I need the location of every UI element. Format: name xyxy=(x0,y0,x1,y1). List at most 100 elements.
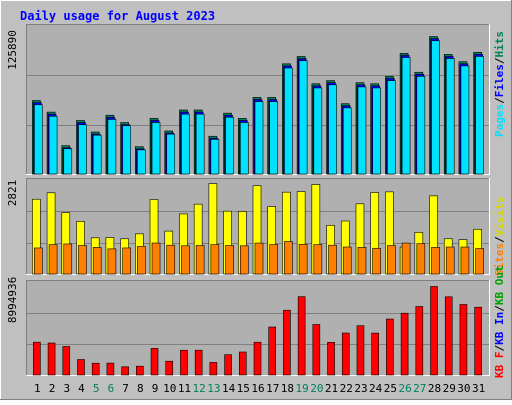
pages-bar-day-12 xyxy=(195,113,205,175)
day-label: 23 xyxy=(354,382,367,395)
top-legend-part-4: Hits xyxy=(493,31,506,58)
day-label: 10 xyxy=(163,382,176,395)
day-label: 31 xyxy=(472,382,485,395)
day-label: 12 xyxy=(193,382,206,395)
day-label: 3 xyxy=(63,382,70,395)
kbf-bar-day-11 xyxy=(180,349,188,376)
day-label: 24 xyxy=(369,382,383,395)
kbf-bar-day-8 xyxy=(136,365,144,376)
kbf-bar-day-13 xyxy=(209,362,218,376)
pages-bar-day-20 xyxy=(313,87,323,175)
sites-bar-day-28 xyxy=(431,247,440,275)
sites-bar-day-20 xyxy=(313,244,323,275)
chart-title: Daily usage for August 2023 xyxy=(20,9,215,23)
top-panel-legend: Pages/Files/Hits xyxy=(493,31,506,137)
day-label: 13 xyxy=(207,382,220,395)
kbf-bar-day-23 xyxy=(356,325,365,376)
top-legend-part-3: / xyxy=(493,57,506,64)
day-label: 19 xyxy=(296,382,309,395)
day-label: 29 xyxy=(443,382,456,395)
kbf-bar-day-9 xyxy=(150,348,159,376)
kbf-bar-day-14 xyxy=(224,354,232,376)
day-label: 4 xyxy=(78,382,85,395)
sites-bar-day-29 xyxy=(445,246,455,275)
pages-bar-day-13 xyxy=(210,139,220,175)
pages-bar-day-14 xyxy=(225,117,234,175)
pages-bar-day-18 xyxy=(284,67,293,175)
pages-bar-day-25 xyxy=(387,80,396,175)
pages-bar-day-31 xyxy=(475,56,484,175)
sites-bar-day-30 xyxy=(460,246,470,275)
kbf-bar-day-29 xyxy=(444,296,453,376)
day-label: 5 xyxy=(93,382,100,395)
kbf-bar-day-24 xyxy=(371,332,379,376)
sites-bar-day-10 xyxy=(166,244,176,275)
pages-bar-day-11 xyxy=(181,113,190,175)
bottom-legend-part-1: / xyxy=(493,345,506,352)
top-panel-bars xyxy=(32,36,484,175)
sites-bar-day-7 xyxy=(122,247,131,275)
kbf-bar-day-2 xyxy=(47,342,56,376)
pages-bar-day-22 xyxy=(342,107,352,175)
kbf-bar-day-1 xyxy=(33,341,41,376)
kbf-bar-day-6 xyxy=(106,362,115,376)
day-label: 21 xyxy=(325,382,338,395)
day-label: 20 xyxy=(310,382,323,395)
sites-bar-day-5 xyxy=(92,247,102,275)
top-legend-part-0: Pages xyxy=(493,104,506,137)
kbf-bar-day-15 xyxy=(238,351,247,376)
day-label: 28 xyxy=(428,382,441,395)
sites-bar-day-13 xyxy=(210,244,220,275)
day-label: 25 xyxy=(384,382,397,395)
middle-panel-ymax-label: 2821 xyxy=(6,180,19,207)
middle-legend-part-1: / xyxy=(493,236,506,243)
day-label: 9 xyxy=(152,382,159,395)
day-label: 14 xyxy=(222,382,236,395)
pages-bar-day-9 xyxy=(151,122,161,175)
bottom-panel-ymax-label: 8994936 xyxy=(6,277,19,323)
pages-bar-day-17 xyxy=(269,101,279,175)
bottom-legend-part-3: / xyxy=(493,305,506,312)
kbf-bar-day-3 xyxy=(62,346,71,376)
kbf-bar-day-22 xyxy=(341,332,350,376)
top-legend-part-2: Files xyxy=(493,64,506,97)
sites-bar-day-15 xyxy=(239,245,249,275)
kbf-bar-day-28 xyxy=(430,286,438,376)
day-label: 6 xyxy=(108,382,115,395)
day-label: 2 xyxy=(49,382,56,395)
sites-bar-day-18 xyxy=(284,241,293,275)
sites-bar-day-6 xyxy=(107,248,117,275)
kbf-bar-day-26 xyxy=(400,312,409,376)
day-label: 11 xyxy=(178,382,191,395)
sites-bar-day-4 xyxy=(78,245,87,275)
pages-bar-day-2 xyxy=(48,115,58,175)
pages-bar-day-6 xyxy=(107,119,117,175)
pages-bar-day-7 xyxy=(122,125,131,175)
kbf-bar-day-16 xyxy=(253,341,262,376)
pages-bar-day-27 xyxy=(416,76,426,175)
middle-panel-legend: Sites/Visits xyxy=(493,197,506,277)
pages-bar-day-28 xyxy=(431,40,440,175)
top-legend-part-1: / xyxy=(493,97,506,104)
sites-bar-day-9 xyxy=(151,242,161,275)
bottom-legend-part-4: KB Out xyxy=(493,265,506,305)
day-label: 16 xyxy=(251,382,264,395)
pages-bar-day-23 xyxy=(357,86,367,175)
pages-bar-day-30 xyxy=(460,65,470,175)
sites-bar-day-24 xyxy=(372,247,381,275)
pages-bar-day-16 xyxy=(254,101,264,175)
pages-bar-day-8 xyxy=(137,149,146,175)
kbf-bar-day-27 xyxy=(415,306,424,376)
sites-bar-day-3 xyxy=(63,243,73,275)
day-axis-labels: 1 2 3 4 5 6 7 8 9 10 11 12 13 14 15 16 17 18 19 20 21 22 23 24 2… xyxy=(34,382,485,395)
pages-bar-day-1 xyxy=(34,104,43,175)
sites-bar-day-12 xyxy=(195,245,205,275)
sites-bar-day-19 xyxy=(298,243,308,275)
pages-bar-day-10 xyxy=(166,133,176,175)
kbf-bar-day-17 xyxy=(268,326,277,376)
bottom-panel-legend: KB F/KB In/KB Out xyxy=(493,265,506,378)
sites-bar-day-22 xyxy=(342,246,352,275)
day-label: 17 xyxy=(266,382,279,395)
